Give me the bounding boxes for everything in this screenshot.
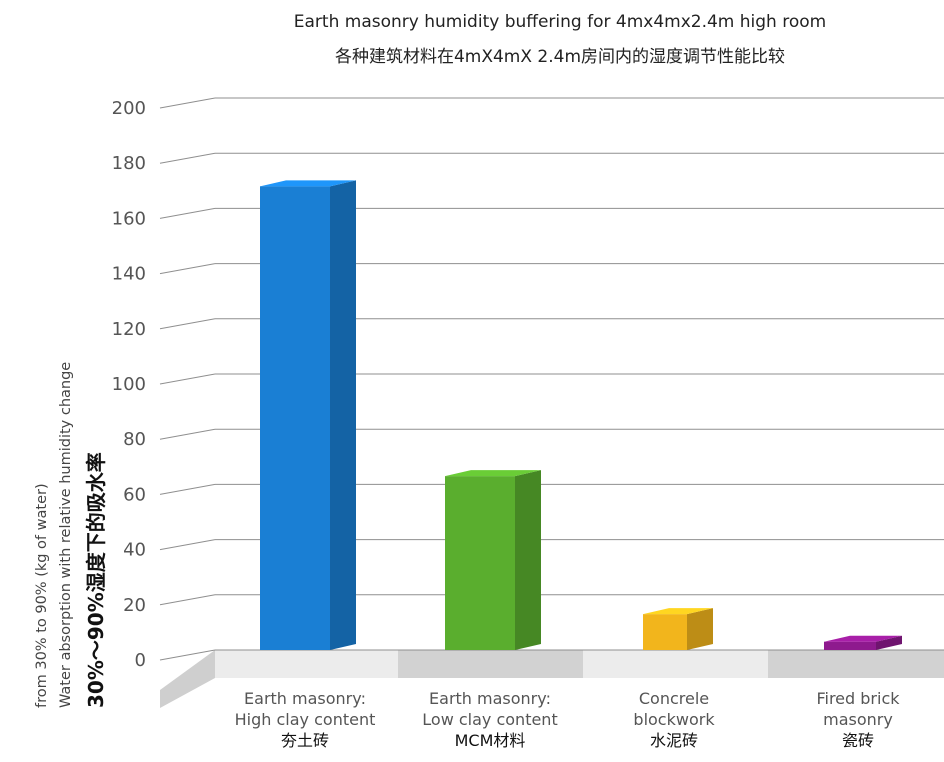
y-tick-label: 120	[112, 319, 146, 340]
gridline-perspective	[159, 152, 216, 164]
category-label-en: Earth masonry: High clay content	[234, 689, 376, 729]
gridline-perspective	[159, 483, 216, 495]
y-tick-label: 20	[123, 595, 146, 616]
bar-top	[643, 608, 713, 615]
floor-segment	[215, 650, 398, 678]
gridline-perspective	[159, 373, 216, 385]
y-tick-label: 160	[112, 208, 146, 229]
category-label-zh: 水泥砖	[649, 731, 698, 750]
y-tick-label: 140	[112, 264, 146, 285]
gridline-perspective	[159, 97, 216, 109]
category-label-concrete: Concrele blockwork 水泥砖	[584, 688, 764, 751]
category-label-fired-brick: Fired brick masonry 瓷砖	[768, 688, 944, 751]
bar-top	[260, 180, 356, 187]
bar-side	[515, 470, 541, 650]
bar-top	[824, 635, 902, 642]
bar-top	[445, 470, 541, 477]
gridline-perspective	[159, 649, 216, 661]
gridline-perspective	[159, 428, 216, 440]
category-label-low-clay: Earth masonry: Low clay content MCM材料	[400, 688, 580, 751]
bar-side	[687, 608, 713, 650]
category-label-en: Earth masonry: Low clay content	[422, 689, 558, 729]
y-tick-label: 0	[135, 650, 146, 671]
floor-segment	[768, 650, 944, 678]
y-axis-label-line3: 30%～90%湿度下的吸水率	[84, 452, 108, 708]
gridline-perspective	[159, 539, 216, 551]
y-tick-label: 80	[123, 429, 146, 450]
bar-front	[824, 641, 876, 650]
y-tick-label: 40	[123, 540, 146, 561]
y-tick-label: 200	[112, 98, 146, 119]
category-label-en: Fired brick masonry	[816, 689, 900, 729]
category-label-zh: 夯土砖	[280, 731, 329, 750]
category-label-zh: 瓷砖	[841, 731, 874, 750]
y-tick-label: 60	[123, 484, 146, 505]
bar-front	[260, 186, 330, 650]
gridline-perspective	[159, 318, 216, 330]
category-label-en: Concrele blockwork	[633, 689, 715, 729]
floor-segment	[398, 650, 583, 678]
chart-title: Earth masonry humidity buffering for 4mx…	[293, 12, 827, 32]
bar-side	[330, 180, 356, 650]
bar-side	[876, 635, 902, 650]
bar-front	[445, 476, 515, 650]
chart-subtitle: 各种建筑材料在4mX4mX 2.4m房间内的湿度调节性能比较	[334, 47, 786, 67]
y-tick-label: 100	[112, 374, 146, 395]
y-tick-label: 180	[112, 153, 146, 174]
bar-front	[643, 614, 687, 650]
y-axis-label-line1: from 30% to 90% (kg of water)	[34, 483, 50, 708]
gridline-perspective	[159, 594, 216, 606]
gridline-perspective	[159, 263, 216, 275]
y-axis-label-line2: Water absorption with relative humidity …	[58, 361, 74, 708]
gridline-perspective	[159, 207, 216, 219]
category-label-zh: MCM材料	[454, 731, 526, 750]
category-label-high-clay: Earth masonry: High clay content 夯土砖	[215, 688, 395, 751]
floor-side	[160, 650, 215, 708]
floor-segment	[583, 650, 768, 678]
